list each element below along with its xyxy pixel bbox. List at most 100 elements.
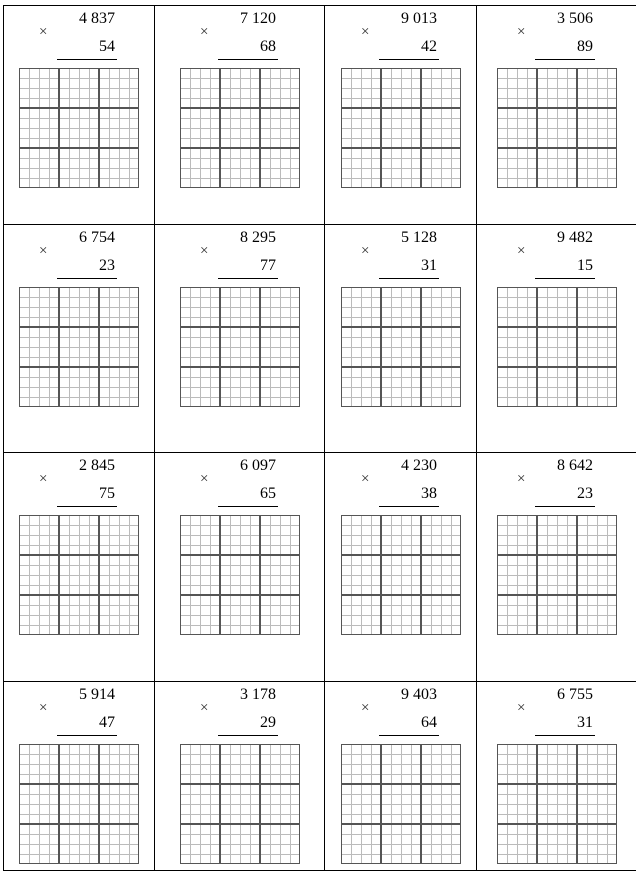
answer-grid[interactable] xyxy=(19,515,139,635)
grid-block xyxy=(341,595,381,635)
grid-block xyxy=(341,555,381,595)
answer-grid[interactable] xyxy=(19,287,139,407)
multiply-sign: × xyxy=(361,471,370,487)
grid-block xyxy=(260,515,300,555)
grid-block xyxy=(99,515,139,555)
grid-block xyxy=(497,148,537,188)
grid-block xyxy=(99,108,139,148)
grid-block xyxy=(381,287,421,327)
answer-grid[interactable] xyxy=(341,287,461,407)
answer-grid[interactable] xyxy=(180,515,300,635)
grid-block xyxy=(260,824,300,864)
answer-line xyxy=(535,59,595,60)
problem-cell: 5 914 × 47 xyxy=(3,681,155,871)
grid-block xyxy=(497,555,537,595)
grid-block xyxy=(220,515,260,555)
multiplicand: 5 914 xyxy=(79,686,115,703)
grid-block xyxy=(341,287,381,327)
multiply-sign: × xyxy=(200,700,209,716)
grid-block xyxy=(421,148,461,188)
answer-line xyxy=(218,59,278,60)
grid-block xyxy=(260,367,300,407)
grid-block xyxy=(260,555,300,595)
multiplier: 68 xyxy=(260,38,276,55)
grid-block xyxy=(421,327,461,367)
grid-block xyxy=(577,68,617,108)
grid-block xyxy=(577,287,617,327)
grid-block xyxy=(260,148,300,188)
problem-cell: 4 837 × 54 xyxy=(3,5,155,225)
grid-block xyxy=(497,784,537,824)
multiplier: 64 xyxy=(421,714,437,731)
problem-cell: 8 642 × 23 xyxy=(476,452,636,682)
grid-block xyxy=(59,744,99,784)
grid-block xyxy=(537,68,577,108)
grid-block xyxy=(537,784,577,824)
answer-grid[interactable] xyxy=(341,744,461,864)
grid-block xyxy=(59,595,99,635)
answer-grid[interactable] xyxy=(180,68,300,188)
grid-block xyxy=(341,327,381,367)
grid-block xyxy=(220,555,260,595)
grid-block xyxy=(341,784,381,824)
grid-block xyxy=(19,287,59,327)
grid-block xyxy=(180,515,220,555)
grid-block xyxy=(180,555,220,595)
grid-block xyxy=(381,555,421,595)
multiply-sign: × xyxy=(39,471,48,487)
grid-block xyxy=(381,744,421,784)
grid-block xyxy=(537,595,577,635)
multiplicand: 9 403 xyxy=(401,686,437,703)
answer-grid[interactable] xyxy=(19,744,139,864)
worksheet-row: 6 754 × 23 8 295 × 77 5 128 × 31 9 482 ×… xyxy=(3,224,636,453)
grid-block xyxy=(537,744,577,784)
worksheet-row: 2 845 × 75 6 097 × 65 4 230 × 38 8 642 ×… xyxy=(3,452,636,682)
grid-block xyxy=(99,68,139,108)
grid-block xyxy=(99,824,139,864)
answer-grid[interactable] xyxy=(497,68,617,188)
multiplier: 42 xyxy=(421,38,437,55)
grid-block xyxy=(381,595,421,635)
grid-block xyxy=(59,68,99,108)
multiply-sign: × xyxy=(517,243,526,259)
multiplicand: 4 837 xyxy=(79,10,115,27)
grid-block xyxy=(19,108,59,148)
grid-block xyxy=(577,555,617,595)
multiply-sign: × xyxy=(517,471,526,487)
grid-block xyxy=(19,367,59,407)
answer-grid[interactable] xyxy=(497,515,617,635)
grid-block xyxy=(421,515,461,555)
multiplicand: 9 482 xyxy=(557,229,593,246)
answer-line xyxy=(379,59,439,60)
answer-grid[interactable] xyxy=(180,287,300,407)
grid-block xyxy=(180,287,220,327)
multiplicand: 6 097 xyxy=(240,457,276,474)
answer-grid[interactable] xyxy=(19,68,139,188)
answer-line xyxy=(535,506,595,507)
answer-line xyxy=(379,735,439,736)
grid-block xyxy=(220,108,260,148)
grid-block xyxy=(180,784,220,824)
answer-grid[interactable] xyxy=(341,68,461,188)
grid-block xyxy=(537,327,577,367)
problem-cell: 9 482 × 15 xyxy=(476,224,636,453)
problem-cell: 2 845 × 75 xyxy=(3,452,155,682)
answer-grid[interactable] xyxy=(341,515,461,635)
multiply-sign: × xyxy=(517,24,526,40)
grid-block xyxy=(537,287,577,327)
multiply-sign: × xyxy=(39,700,48,716)
grid-block xyxy=(577,784,617,824)
answer-grid[interactable] xyxy=(497,744,617,864)
problem-cell: 4 230 × 38 xyxy=(324,452,477,682)
grid-block xyxy=(381,68,421,108)
grid-block xyxy=(341,148,381,188)
grid-block xyxy=(59,108,99,148)
problem-cell: 8 295 × 77 xyxy=(154,224,325,453)
answer-grid[interactable] xyxy=(497,287,617,407)
grid-block xyxy=(497,108,537,148)
grid-block xyxy=(19,515,59,555)
problem-cell: 5 128 × 31 xyxy=(324,224,477,453)
answer-grid[interactable] xyxy=(180,744,300,864)
grid-block xyxy=(180,595,220,635)
grid-block xyxy=(537,824,577,864)
